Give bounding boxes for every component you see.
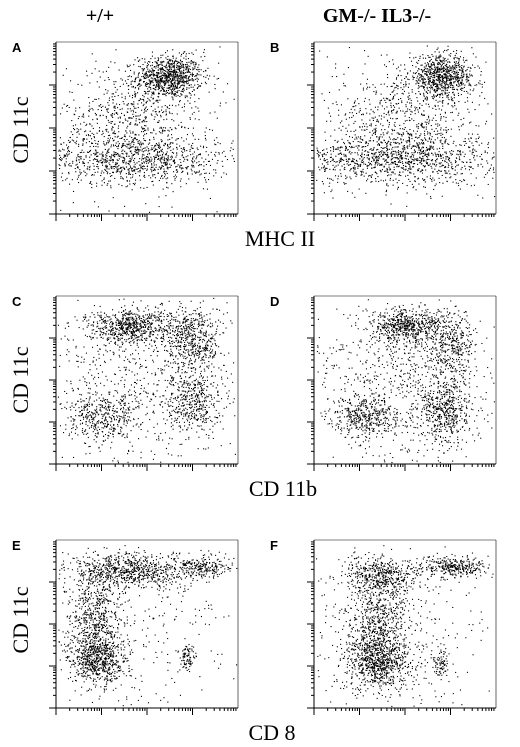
scatter-panel-a: A [12,40,239,221]
row2-xlabel: CD 11b [249,476,317,501]
scatter-panel-d: D [270,294,497,471]
row1-ylabel: CD 11c [8,96,33,163]
dot-cloud [57,297,236,464]
dot-cloud [316,45,496,207]
axes [49,295,239,471]
scatter-panel-e: E [12,538,239,715]
panel-letter: C [12,294,22,309]
axes [307,539,497,715]
axes [49,539,239,715]
row1-xlabel: MHC II [245,226,315,251]
panel-letter: F [270,538,278,553]
dot-cloud [316,299,495,464]
axes [307,41,497,221]
column-header-knockout: GM-/- IL3-/- [323,5,431,27]
row3-xlabel: CD 8 [248,720,295,745]
dot-cloud [58,545,238,707]
dot-cloud [58,46,235,213]
scatter-panel-f: F [270,538,497,715]
axes [307,295,497,471]
dot-cloud [316,545,494,707]
axes [49,41,239,221]
column-header-wildtype: +/+ [86,5,114,27]
row2-ylabel: CD 11c [8,346,33,413]
scatter-panels: A B C D E F [12,40,497,715]
row3-ylabel: CD 11c [8,586,33,653]
panel-letter: E [12,538,21,553]
scatter-panel-c: C [12,294,239,471]
panel-letter: D [270,294,279,309]
panel-letter: B [270,40,279,55]
panel-letter: A [12,40,22,55]
scatter-panel-b: B [270,40,497,221]
